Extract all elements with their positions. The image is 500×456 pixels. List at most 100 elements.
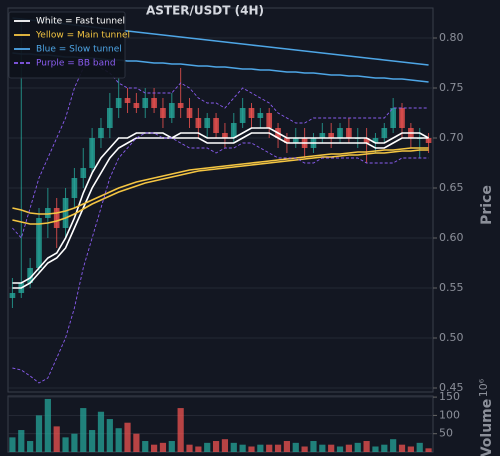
legend-box bbox=[8, 11, 126, 79]
volume-bar bbox=[62, 437, 69, 452]
volume-bar bbox=[372, 446, 379, 452]
volume-bar bbox=[319, 444, 326, 452]
candle-body bbox=[390, 108, 396, 128]
volume-bar bbox=[195, 446, 202, 452]
y-tick-label: 0.75 bbox=[439, 81, 464, 94]
legend-label: Blue = Slow tunnel bbox=[36, 45, 122, 55]
volume-bar bbox=[230, 442, 237, 452]
candle-body bbox=[284, 138, 290, 143]
candle-body bbox=[71, 178, 78, 198]
volume-bar bbox=[283, 441, 291, 452]
volume-bar bbox=[266, 444, 273, 452]
volume-bar bbox=[212, 441, 220, 452]
candle-body bbox=[239, 108, 246, 123]
candle-body bbox=[98, 128, 104, 138]
volume-bar bbox=[106, 419, 113, 452]
volume-bar bbox=[9, 437, 16, 452]
volume-bar bbox=[345, 444, 352, 452]
volume-frame bbox=[7, 395, 434, 453]
candle-body bbox=[9, 293, 16, 298]
candle-body bbox=[222, 133, 228, 138]
candle-body bbox=[151, 98, 157, 108]
volume-bar bbox=[53, 426, 60, 452]
volume-bar bbox=[71, 433, 78, 452]
y-axis-label: Price bbox=[479, 185, 495, 225]
candle-body bbox=[53, 208, 60, 228]
candle-body bbox=[204, 118, 211, 128]
candle-body bbox=[186, 108, 193, 118]
candle-body bbox=[399, 108, 405, 128]
volume-bar bbox=[390, 439, 397, 452]
volume-bar bbox=[381, 444, 388, 452]
volume-bar bbox=[425, 448, 432, 452]
candle-body bbox=[213, 118, 219, 133]
volume-bar bbox=[204, 442, 211, 452]
candle-body bbox=[195, 118, 202, 128]
legend-label: Purple = BB band bbox=[36, 59, 116, 69]
volume-bar bbox=[177, 408, 184, 452]
volume-bar bbox=[274, 444, 282, 452]
candle-body bbox=[319, 133, 326, 138]
volume-bar bbox=[115, 428, 122, 452]
candle-body bbox=[266, 113, 273, 128]
volume-axis-label: Volume bbox=[479, 399, 495, 456]
line-series bbox=[12, 132, 429, 289]
y-tick-label: 0.50 bbox=[439, 331, 464, 344]
volume-bar bbox=[301, 446, 308, 452]
candle-body bbox=[133, 103, 140, 108]
y-tick-label: 0.65 bbox=[439, 181, 464, 194]
volume-bar bbox=[292, 442, 299, 452]
y-tick-label: 150 bbox=[439, 390, 460, 403]
candle-body bbox=[337, 128, 343, 138]
volume-bar bbox=[168, 441, 175, 452]
volume-bar bbox=[363, 441, 370, 452]
candle-body bbox=[124, 98, 131, 103]
y-tick-label: 50 bbox=[439, 427, 453, 440]
volume-bar bbox=[416, 442, 423, 452]
candle-body bbox=[328, 133, 335, 138]
candle-body bbox=[115, 98, 122, 108]
volume-bar bbox=[80, 408, 87, 452]
line-series bbox=[12, 147, 429, 215]
candle-body bbox=[381, 128, 388, 138]
line-series bbox=[12, 149, 429, 225]
volume-bar bbox=[336, 446, 344, 452]
volume-bar bbox=[398, 444, 406, 452]
candle-body bbox=[363, 138, 370, 143]
volume-bar bbox=[221, 439, 229, 452]
candle-body bbox=[106, 108, 113, 128]
candle-body bbox=[36, 218, 42, 268]
volume-bar bbox=[354, 442, 361, 452]
volume-bar bbox=[133, 433, 140, 452]
candle-body bbox=[27, 268, 33, 283]
legend-label: Yellow = Main tunnel bbox=[35, 31, 130, 41]
volume-bar bbox=[239, 444, 246, 452]
candle-body bbox=[160, 108, 166, 118]
candle-body bbox=[142, 98, 149, 108]
candle-body bbox=[372, 138, 379, 143]
volume-bar bbox=[89, 430, 96, 452]
volume-bar bbox=[150, 444, 158, 452]
candle-body bbox=[80, 168, 87, 178]
volume-bar bbox=[159, 442, 167, 452]
candle-body bbox=[248, 108, 255, 118]
candle-body bbox=[230, 123, 237, 138]
y-tick-label: 0.45 bbox=[439, 381, 464, 394]
volume-bar bbox=[124, 422, 131, 452]
volume-bar bbox=[186, 444, 193, 452]
candle-body bbox=[89, 138, 95, 168]
y-tick-label: 0.70 bbox=[439, 131, 464, 144]
volume-bar bbox=[257, 444, 264, 452]
candle-body bbox=[346, 128, 352, 138]
candle-body bbox=[45, 208, 51, 218]
volume-bar bbox=[407, 446, 414, 452]
volume-bar bbox=[35, 415, 43, 452]
legend-label: White = Fast tunnel bbox=[36, 17, 125, 27]
candle-body bbox=[168, 103, 175, 118]
volume-bar bbox=[328, 444, 335, 452]
volume-bar bbox=[18, 430, 25, 452]
volume-offset: 10⁶ bbox=[477, 378, 490, 397]
chart-title: ASTER/USDT (4H) bbox=[146, 4, 264, 18]
y-tick-label: 0.55 bbox=[439, 281, 464, 294]
